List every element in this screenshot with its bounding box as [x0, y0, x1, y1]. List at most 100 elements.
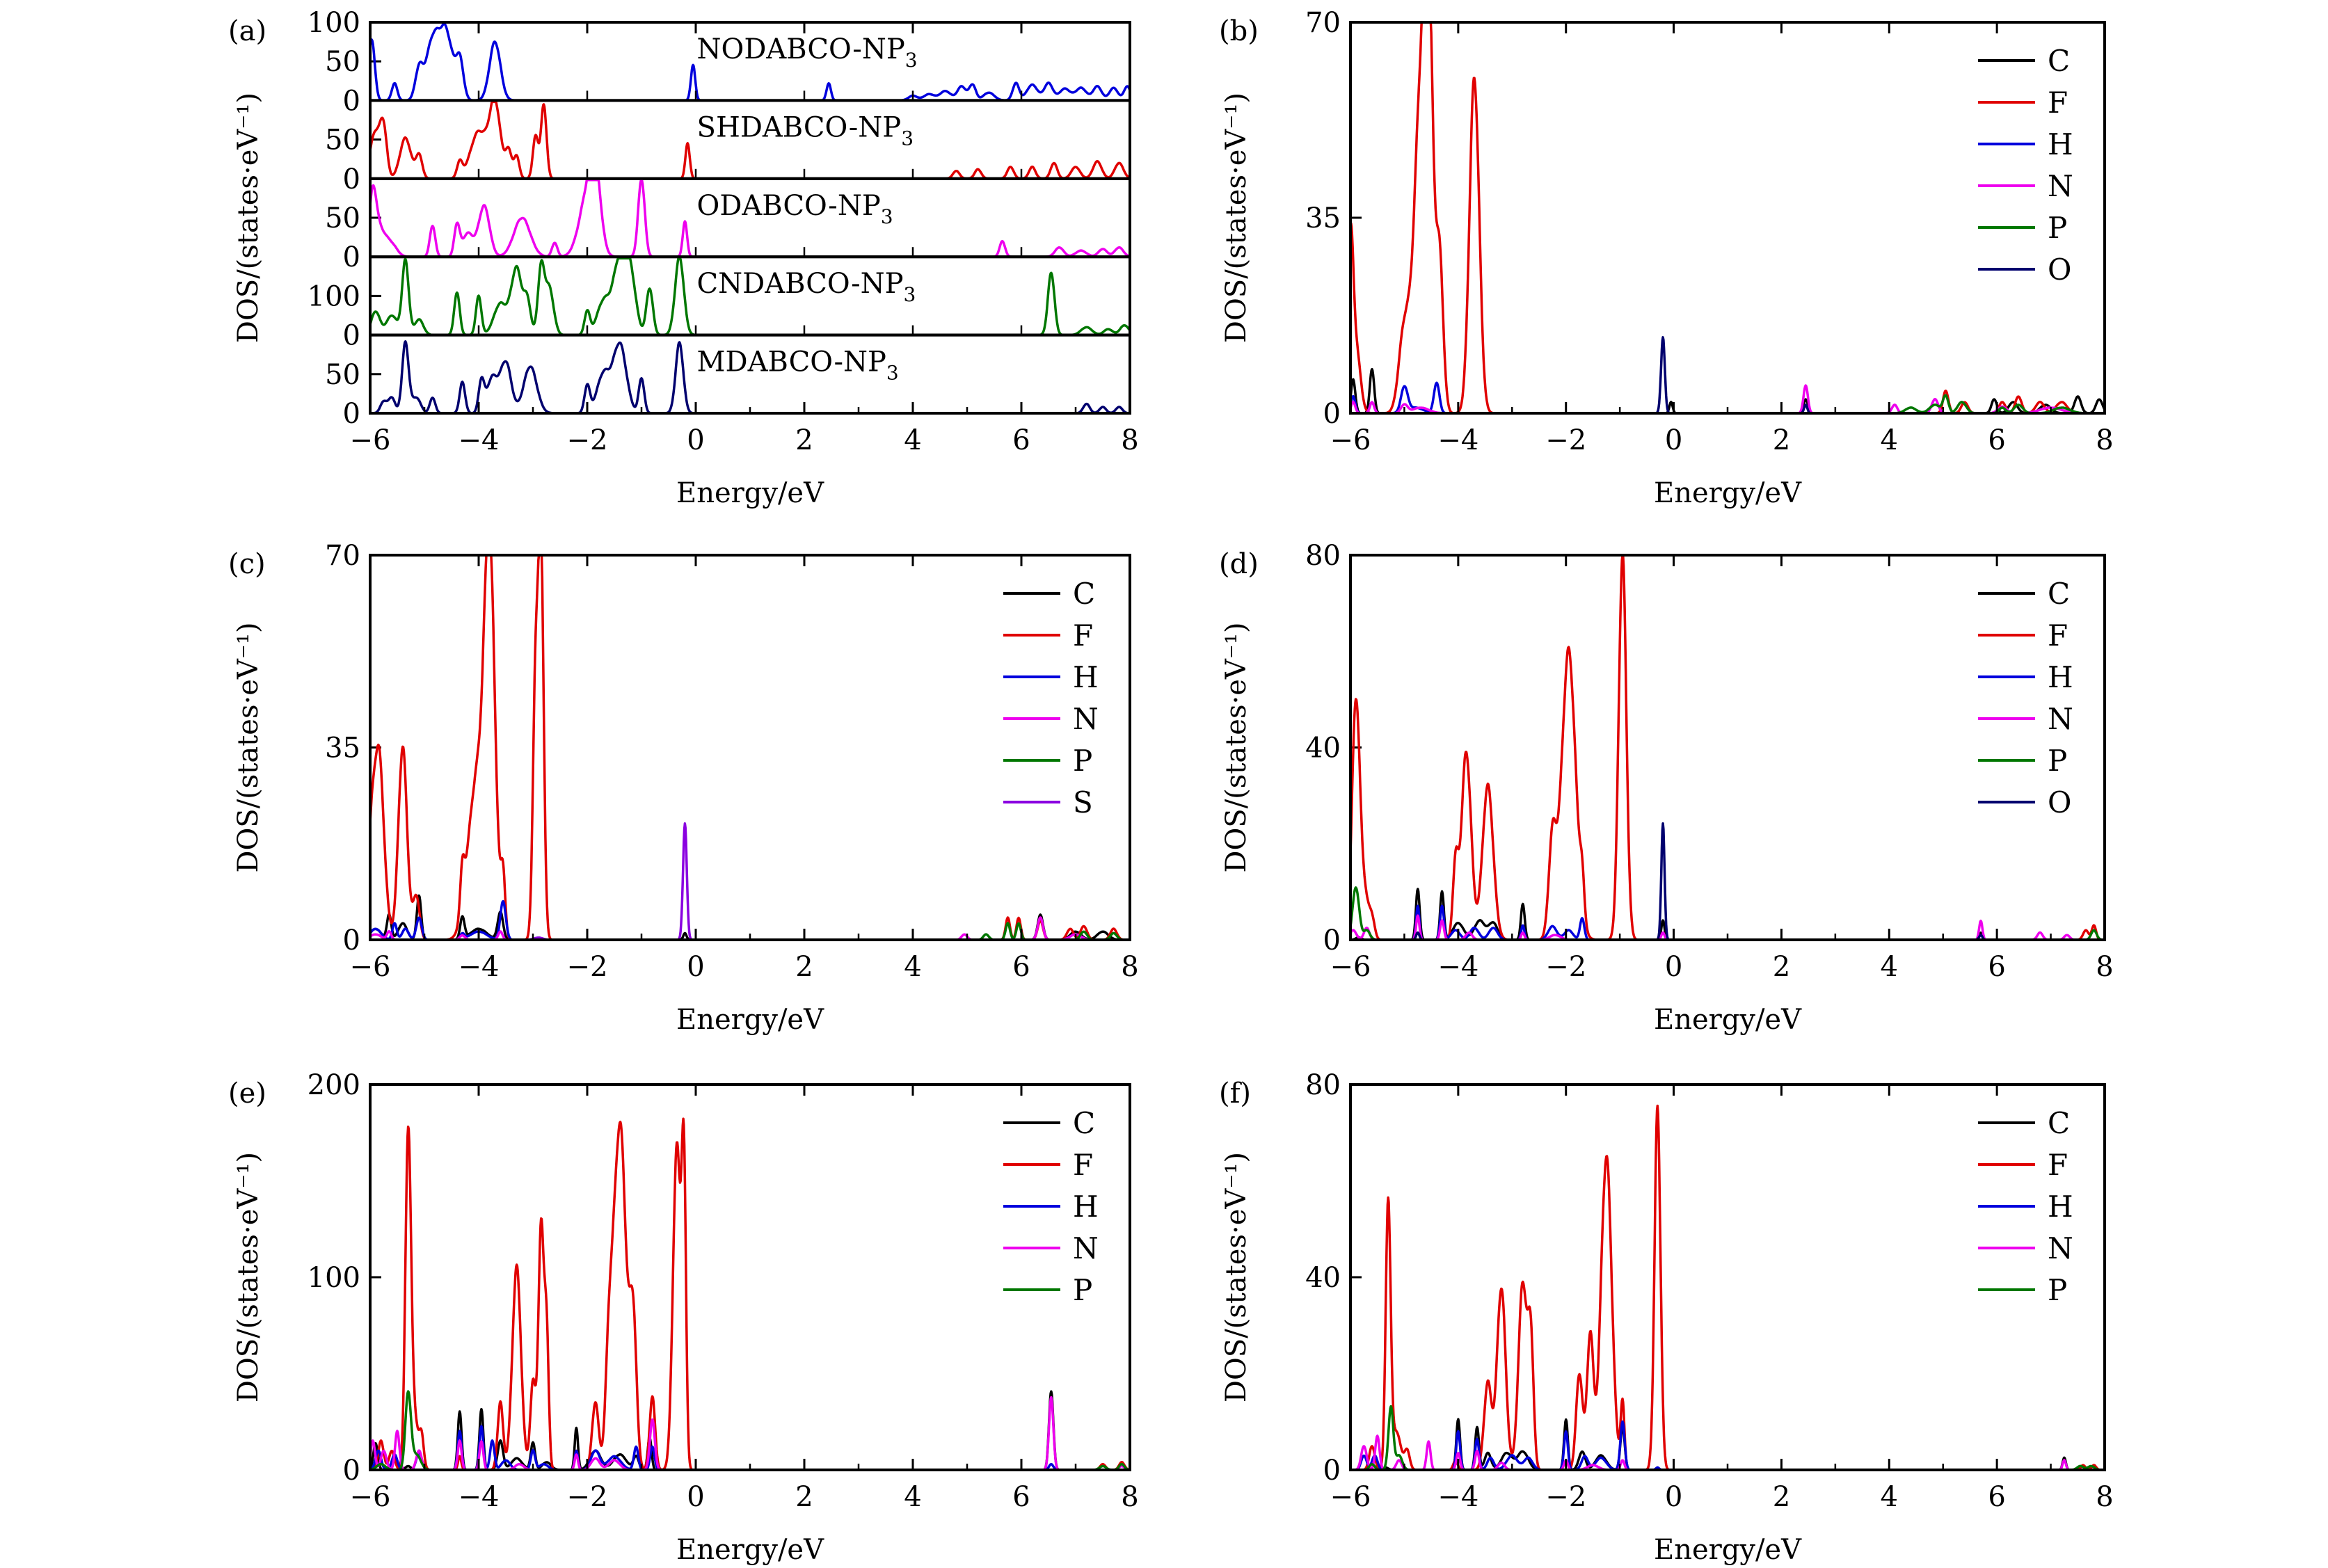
x-tick-label: 6 — [1988, 424, 2005, 456]
subplot-label: MDABCO-NP3 — [697, 346, 899, 385]
legend-item-f: F — [1978, 1148, 2068, 1182]
x-tick-label: −2 — [567, 951, 608, 983]
series-line-o — [1350, 822, 2105, 941]
legend-label: N — [2048, 169, 2073, 203]
subplot-label-main: ODABCO-NP — [697, 190, 881, 222]
series-line-f — [1350, 1104, 2105, 1471]
x-tick-label: 4 — [904, 1481, 921, 1513]
panel-a: (a)DOS/(states·eV⁻¹) 050100NODABCO-NP3050… — [228, 7, 1139, 509]
y-tick-label: 40 — [1305, 733, 1341, 765]
x-tick-label: 6 — [1012, 424, 1030, 456]
y-tick-label: 0 — [343, 85, 360, 117]
subplot-cndabco: 0 100 CNDABCO-NP3 — [308, 255, 1131, 352]
legend-item-o: O — [1978, 253, 2071, 287]
legend-label: F — [2048, 1148, 2068, 1182]
legend-label: O — [2048, 785, 2071, 819]
subplot-label-subscript: 3 — [905, 49, 918, 72]
y-axis-title: DOS/(states·eV⁻¹) — [232, 93, 264, 343]
legend-label: F — [2048, 618, 2068, 653]
series-line-c — [1350, 1418, 2105, 1471]
x-tick-label: 0 — [1665, 951, 1682, 983]
y-tick-label: 50 — [325, 202, 360, 234]
y-tick-label: 0 — [343, 320, 360, 352]
x-tick-label: −6 — [1330, 424, 1371, 456]
legend-label: F — [1073, 1148, 1093, 1182]
y-tick-label: 70 — [1305, 7, 1341, 39]
y-tick-label: 200 — [308, 1069, 360, 1101]
legend-item-f: F — [1978, 86, 2068, 120]
legend-label: H — [1073, 1190, 1099, 1224]
x-tick-label: −6 — [350, 1481, 391, 1513]
x-axis-title: Energy/eV — [676, 1534, 824, 1566]
y-axis-title: DOS/(states·eV⁻¹) — [1220, 622, 1252, 872]
x-tick-label: −4 — [459, 951, 500, 983]
panel-tag: (b) — [1219, 15, 1259, 47]
legend-label: F — [1073, 618, 1093, 653]
x-tick-label: −6 — [350, 424, 391, 456]
legend-item-f: F — [1978, 618, 2068, 653]
subplot-label-main: CNDABCO-NP — [697, 268, 904, 300]
x-tick-label: 6 — [1988, 951, 2005, 983]
x-axis-title: Energy/eV — [676, 477, 824, 509]
legend-item-p: P — [1978, 211, 2067, 245]
panel-tag: (a) — [228, 15, 266, 47]
legend-label: P — [1073, 744, 1092, 778]
x-tick-label: 8 — [1121, 1481, 1138, 1513]
legend-item-n: N — [1978, 169, 2073, 203]
y-tick-label: 0 — [343, 163, 360, 195]
y-tick-label: 35 — [1305, 202, 1341, 234]
x-tick-label: 0 — [687, 424, 704, 456]
legend-label: H — [2048, 1190, 2073, 1224]
legend-label: C — [2048, 44, 2070, 78]
x-axis-title: Energy/eV — [1654, 477, 1802, 509]
x-tick-label: 0 — [1665, 1481, 1682, 1513]
y-tick-label: 0 — [343, 241, 360, 273]
legend-item-p: P — [1003, 1273, 1092, 1307]
y-tick-label: 0 — [1323, 398, 1341, 430]
legend-label: N — [2048, 702, 2073, 736]
panel-tag: (e) — [228, 1078, 266, 1110]
legend-label: H — [2048, 127, 2073, 161]
y-axis-title: DOS/(states·eV⁻¹) — [232, 622, 264, 872]
x-tick-label: 4 — [1881, 424, 1898, 456]
x-tick-label: 2 — [1773, 951, 1790, 983]
subplot-label-subscript: 3 — [886, 362, 899, 385]
series-line-f — [1349, 21, 2105, 415]
legend-item-p: P — [1978, 1273, 2067, 1307]
plot-frame — [1349, 21, 2106, 415]
legend-label: C — [2048, 1106, 2070, 1140]
series-line-f — [369, 1117, 1131, 1471]
legend-item-n: N — [1003, 1231, 1099, 1265]
legend-label: H — [1073, 660, 1099, 694]
x-tick-label: 6 — [1012, 1481, 1030, 1513]
y-axis-title: DOS/(states·eV⁻¹) — [232, 1152, 264, 1402]
series-line-h — [1350, 1420, 2105, 1471]
legend-label: P — [1073, 1273, 1092, 1307]
x-tick-label: 2 — [795, 1481, 813, 1513]
subplot-shdabco: 0 50 SHDABCO-NP3 — [325, 99, 1131, 195]
x-tick-label: −6 — [1330, 951, 1371, 983]
x-tick-label: 8 — [2096, 1481, 2113, 1513]
y-tick-label: 50 — [325, 46, 360, 78]
x-tick-label: 8 — [1121, 424, 1138, 456]
x-tick-label: −4 — [459, 1481, 500, 1513]
panel-tag: (c) — [228, 548, 266, 580]
y-tick-label: 35 — [325, 733, 360, 765]
subplot-label-main: SHDABCO-NP — [697, 111, 902, 143]
x-tick-label: 4 — [1881, 951, 1898, 983]
x-tick-label: 8 — [1121, 951, 1138, 983]
legend-item-p: P — [1978, 744, 2067, 778]
legend-item-h: H — [1978, 1190, 2073, 1224]
legend-item-c: C — [1003, 1106, 1095, 1140]
legend-label: N — [2048, 1231, 2073, 1265]
legend-item-c: C — [1978, 44, 2070, 78]
x-tick-label: 2 — [1773, 1481, 1790, 1513]
y-tick-label: 100 — [308, 280, 360, 312]
